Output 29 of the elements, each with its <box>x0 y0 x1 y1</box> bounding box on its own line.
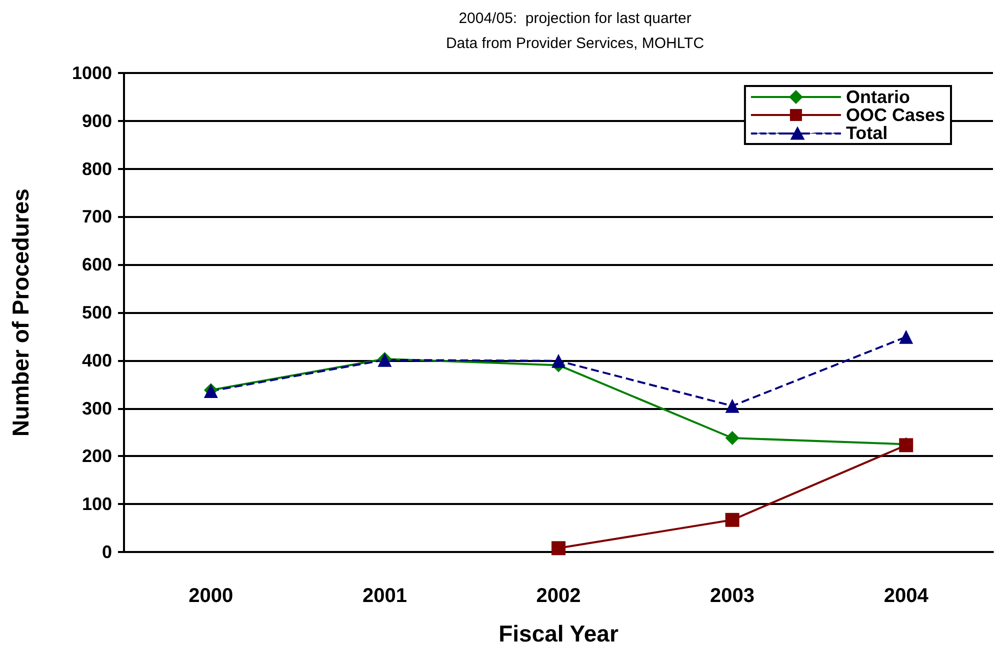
x-axis-title: Fiscal Year <box>498 620 618 646</box>
point <box>552 541 566 556</box>
x-tick-label: 2000 <box>188 585 234 607</box>
x-tick-label: 2002 <box>536 585 581 607</box>
point <box>552 354 566 368</box>
legend-label: OOC Cases <box>846 105 946 125</box>
y-axis-title: Number of Procedures <box>8 188 34 436</box>
y-tick-label: 900 <box>82 110 112 131</box>
legend-label: Ontario <box>846 87 910 107</box>
chart-subtitle: Data from Provider Services, MOHLTC <box>446 35 704 52</box>
y-tick-label: 800 <box>82 158 112 179</box>
y-tick-label: 600 <box>82 254 112 275</box>
y-tick-label: 500 <box>82 302 112 322</box>
y-tick-label: 200 <box>82 446 112 466</box>
legend-label: Total <box>846 123 888 143</box>
y-tick-label: 0 <box>102 542 112 562</box>
point <box>899 330 914 344</box>
point <box>725 512 740 527</box>
x-tick-label: 2004 <box>884 585 930 607</box>
point <box>725 431 740 445</box>
x-tick-label: 2001 <box>362 585 407 607</box>
point <box>725 398 740 413</box>
chart-title: 2004/05: projection for last quarter <box>458 10 692 27</box>
x-tick-label: 2003 <box>710 585 755 607</box>
y-tick-label: 700 <box>82 206 112 227</box>
y-tick-label: 1000 <box>72 63 112 83</box>
y-tick-label: 300 <box>82 398 112 418</box>
y-tick-label: 400 <box>82 350 112 370</box>
y-tick-label: 100 <box>82 494 112 514</box>
